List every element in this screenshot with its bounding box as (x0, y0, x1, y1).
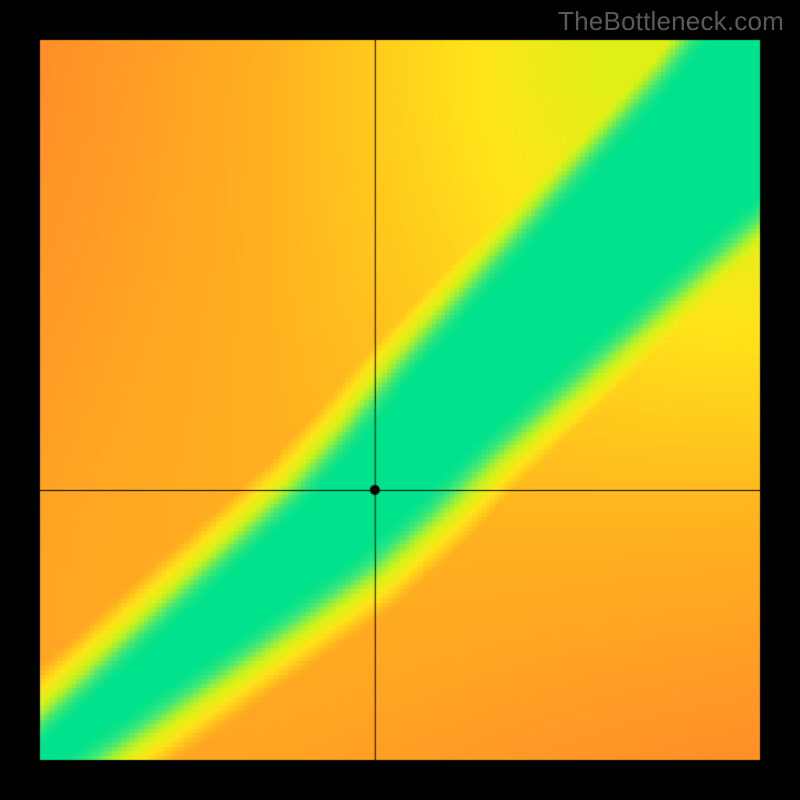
bottleneck-heatmap (0, 0, 800, 800)
chart-container: TheBottleneck.com (0, 0, 800, 800)
watermark-text: TheBottleneck.com (558, 6, 784, 37)
